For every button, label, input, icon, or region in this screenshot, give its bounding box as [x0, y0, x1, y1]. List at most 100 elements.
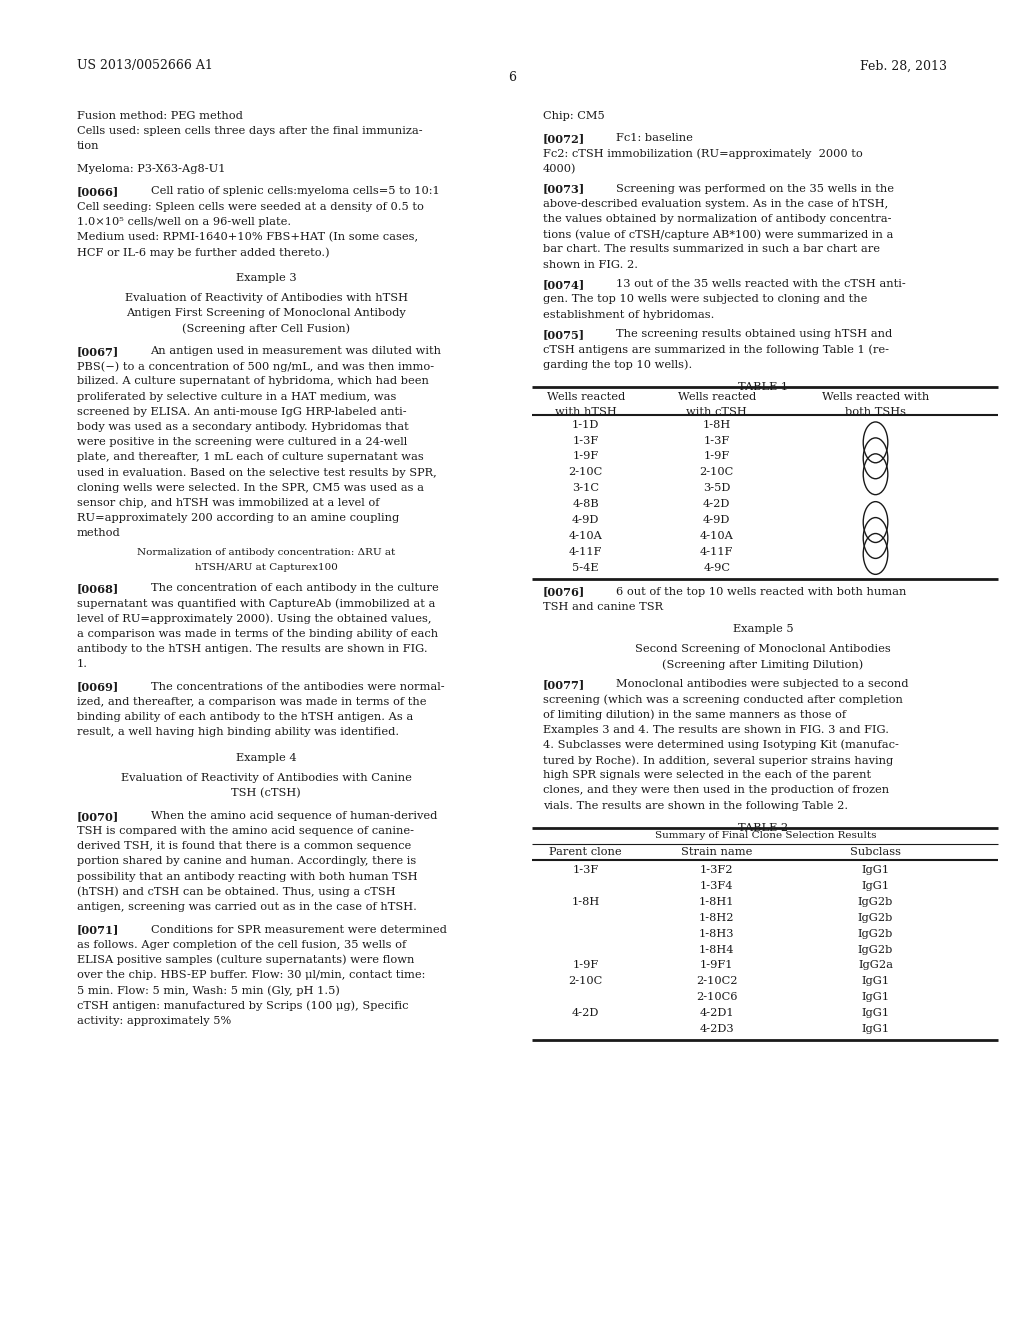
Text: over the chip. HBS-EP buffer. Flow: 30 μl/min, contact time:: over the chip. HBS-EP buffer. Flow: 30 μ…	[77, 970, 425, 979]
Text: 4-2D1: 4-2D1	[699, 1008, 734, 1018]
Text: 1-8H2: 1-8H2	[699, 912, 734, 923]
Text: used in evaluation. Based on the selective test results by SPR,: used in evaluation. Based on the selecti…	[77, 467, 436, 478]
Text: 5 min. Flow: 5 min, Wash: 5 min (Gly, pH 1.5): 5 min. Flow: 5 min, Wash: 5 min (Gly, pH…	[77, 985, 340, 995]
Text: Parent clone: Parent clone	[550, 847, 622, 858]
Text: shown in FIG. 2.: shown in FIG. 2.	[543, 260, 638, 269]
Text: TABLE 2: TABLE 2	[738, 824, 787, 833]
Text: hTSH/ARU at Capturex100: hTSH/ARU at Capturex100	[195, 564, 338, 573]
Text: high SPR signals were selected in the each of the parent: high SPR signals were selected in the ea…	[543, 770, 870, 780]
Text: 4-2D3: 4-2D3	[699, 1024, 734, 1035]
Text: screened by ELISA. An anti-mouse IgG HRP-labeled anti-: screened by ELISA. An anti-mouse IgG HRP…	[77, 407, 407, 417]
Text: TSH and canine TSR: TSH and canine TSR	[543, 602, 663, 611]
Text: 5-4E: 5-4E	[572, 564, 599, 573]
Text: IgG1: IgG1	[861, 977, 890, 986]
Text: Subclass: Subclass	[850, 847, 901, 858]
Text: The concentration of each antibody in the culture: The concentration of each antibody in th…	[151, 583, 438, 593]
Text: method: method	[77, 528, 121, 539]
Text: Wells reacted: Wells reacted	[678, 392, 756, 403]
Text: 3-1C: 3-1C	[572, 483, 599, 494]
Text: 4. Subclasses were determined using Isotyping Kit (manufac-: 4. Subclasses were determined using Isot…	[543, 739, 899, 750]
Text: antigen, screening was carried out as in the case of hTSH.: antigen, screening was carried out as in…	[77, 902, 417, 912]
Text: IgG1: IgG1	[861, 993, 890, 1002]
Text: gen. The top 10 wells were subjected to cloning and the: gen. The top 10 wells were subjected to …	[543, 294, 867, 305]
Text: PBS(−) to a concentration of 500 ng/mL, and was then immo-: PBS(−) to a concentration of 500 ng/mL, …	[77, 362, 434, 372]
Text: establishment of hybridomas.: establishment of hybridomas.	[543, 310, 714, 319]
Text: 6: 6	[508, 71, 516, 84]
Text: [0072]: [0072]	[543, 133, 585, 144]
Text: 4-2D: 4-2D	[572, 1008, 599, 1018]
Text: 4-8B: 4-8B	[572, 499, 599, 510]
Text: Screening was performed on the 35 wells in the: Screening was performed on the 35 wells …	[616, 183, 894, 194]
Text: as follows. Ager completion of the cell fusion, 35 wells of: as follows. Ager completion of the cell …	[77, 940, 407, 949]
Text: Wells reacted: Wells reacted	[547, 392, 625, 403]
Text: Fusion method: PEG method: Fusion method: PEG method	[77, 111, 243, 121]
Text: cTSH antigens are summarized in the following Table 1 (re-: cTSH antigens are summarized in the foll…	[543, 345, 889, 355]
Text: [0066]: [0066]	[77, 186, 119, 198]
Text: [0071]: [0071]	[77, 924, 119, 936]
Text: The screening results obtained using hTSH and: The screening results obtained using hTS…	[616, 330, 893, 339]
Text: a comparison was made in terms of the binding ability of each: a comparison was made in terms of the bi…	[77, 628, 438, 639]
Text: 1-1D: 1-1D	[572, 420, 599, 429]
Text: 1-3F: 1-3F	[703, 436, 730, 446]
Text: 1-8H: 1-8H	[702, 420, 731, 429]
Text: activity: approximately 5%: activity: approximately 5%	[77, 1015, 231, 1026]
Text: portion shared by canine and human. Accordingly, there is: portion shared by canine and human. Acco…	[77, 857, 416, 866]
Text: [0076]: [0076]	[543, 586, 585, 598]
Text: IgG1: IgG1	[861, 1024, 890, 1035]
Text: bar chart. The results summarized in such a bar chart are: bar chart. The results summarized in suc…	[543, 244, 880, 255]
Text: 4-11F: 4-11F	[700, 546, 733, 557]
Text: 1-3F: 1-3F	[572, 865, 599, 875]
Text: were positive in the screening were cultured in a 24-well: were positive in the screening were cult…	[77, 437, 408, 447]
Text: 4000): 4000)	[543, 164, 577, 174]
Text: 2-10C6: 2-10C6	[696, 993, 737, 1002]
Text: Example 4: Example 4	[236, 754, 297, 763]
Text: [0069]: [0069]	[77, 681, 119, 693]
Text: 4-10A: 4-10A	[699, 531, 734, 541]
Text: Cell seeding: Spleen cells were seeded at a density of 0.5 to: Cell seeding: Spleen cells were seeded a…	[77, 202, 424, 211]
Text: 6 out of the top 10 wells reacted with both human: 6 out of the top 10 wells reacted with b…	[616, 586, 907, 597]
Text: [0070]: [0070]	[77, 810, 119, 822]
Text: with cTSH: with cTSH	[686, 408, 748, 417]
Text: above-described evaluation system. As in the case of hTSH,: above-described evaluation system. As in…	[543, 199, 888, 209]
Text: IgG2a: IgG2a	[858, 961, 893, 970]
Text: 1-8H4: 1-8H4	[699, 945, 734, 954]
Text: IgG1: IgG1	[861, 865, 890, 875]
Text: tured by Roche). In addition, several superior strains having: tured by Roche). In addition, several su…	[543, 755, 893, 766]
Text: IgG2b: IgG2b	[858, 912, 893, 923]
Text: of limiting dilution) in the same manners as those of: of limiting dilution) in the same manner…	[543, 709, 846, 719]
Text: 1.0×10⁵ cells/well on a 96-well plate.: 1.0×10⁵ cells/well on a 96-well plate.	[77, 216, 291, 227]
Text: IgG1: IgG1	[861, 880, 890, 891]
Text: proliferated by selective culture in a HAT medium, was: proliferated by selective culture in a H…	[77, 392, 396, 401]
Text: vials. The results are shown in the following Table 2.: vials. The results are shown in the foll…	[543, 800, 848, 810]
Text: 4-9D: 4-9D	[703, 515, 730, 525]
Text: 2-10C: 2-10C	[568, 467, 603, 478]
Text: [0068]: [0068]	[77, 583, 119, 594]
Text: Myeloma: P3-X63-Ag8-U1: Myeloma: P3-X63-Ag8-U1	[77, 164, 225, 174]
Text: Cells used: spleen cells three days after the final immuniza-: Cells used: spleen cells three days afte…	[77, 125, 423, 136]
Text: Fc2: cTSH immobilization (RU=approximately  2000 to: Fc2: cTSH immobilization (RU=approximate…	[543, 149, 862, 160]
Text: 4-10A: 4-10A	[568, 531, 603, 541]
Text: 1-9F1: 1-9F1	[700, 961, 733, 970]
Text: Second Screening of Monoclonal Antibodies: Second Screening of Monoclonal Antibodie…	[635, 644, 891, 655]
Text: plate, and thereafter, 1 mL each of culture supernatant was: plate, and thereafter, 1 mL each of cult…	[77, 453, 424, 462]
Text: US 2013/0052666 A1: US 2013/0052666 A1	[77, 59, 213, 73]
Text: IgG1: IgG1	[861, 1008, 890, 1018]
Text: with hTSH: with hTSH	[555, 408, 616, 417]
Text: 1-9F: 1-9F	[572, 451, 599, 462]
Text: 1-8H1: 1-8H1	[699, 896, 734, 907]
Text: 2-10C2: 2-10C2	[696, 977, 737, 986]
Text: 2-10C: 2-10C	[568, 977, 603, 986]
Text: the values obtained by normalization of antibody concentra-: the values obtained by normalization of …	[543, 214, 891, 224]
Text: 4-11F: 4-11F	[569, 546, 602, 557]
Text: ELISA positive samples (culture supernatants) were flown: ELISA positive samples (culture supernat…	[77, 954, 414, 965]
Text: Evaluation of Reactivity of Antibodies with Canine: Evaluation of Reactivity of Antibodies w…	[121, 774, 412, 783]
Text: Feb. 28, 2013: Feb. 28, 2013	[860, 59, 947, 73]
Text: bilized. A culture supernatant of hybridoma, which had been: bilized. A culture supernatant of hybrid…	[77, 376, 429, 387]
Text: [0074]: [0074]	[543, 280, 585, 290]
Text: Antigen First Screening of Monoclonal Antibody: Antigen First Screening of Monoclonal An…	[126, 309, 407, 318]
Text: IgG2b: IgG2b	[858, 896, 893, 907]
Text: Normalization of antibody concentration: ΔRU at: Normalization of antibody concentration:…	[137, 548, 395, 557]
Text: sensor chip, and hTSH was immobilized at a level of: sensor chip, and hTSH was immobilized at…	[77, 498, 379, 508]
Text: 1-3F2: 1-3F2	[700, 865, 733, 875]
Text: Cell ratio of splenic cells:myeloma cells=5 to 10:1: Cell ratio of splenic cells:myeloma cell…	[151, 186, 439, 197]
